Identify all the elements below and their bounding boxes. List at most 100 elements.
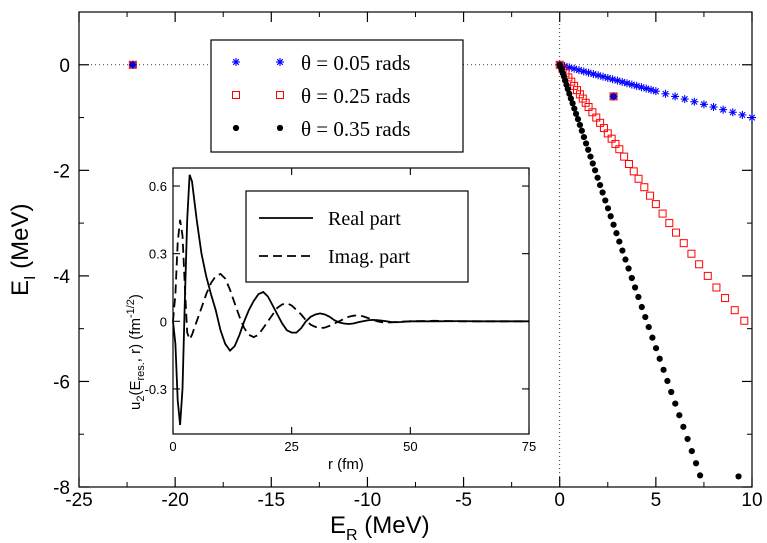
data-point (703, 271, 712, 280)
data-point (680, 423, 687, 430)
main-series (128, 60, 756, 480)
main-legend-box (210, 39, 464, 153)
data-point (660, 366, 667, 373)
inset-x-tick-label: 25 (284, 439, 298, 454)
y-tick-label: -8 (53, 478, 70, 499)
data-point (652, 345, 660, 352)
legend-marker (232, 58, 240, 66)
data-point (569, 100, 576, 107)
data-point (629, 167, 638, 176)
data-point (740, 316, 749, 325)
x-tick-label: 5 (651, 490, 662, 511)
data-point (721, 294, 730, 303)
x-tick-label: -20 (161, 490, 188, 511)
inset-y-tick-labels: -0.3 0 0.3 0.6 (145, 179, 167, 397)
data-point (564, 85, 571, 93)
data-point (591, 167, 599, 174)
inset-y-tick-label: 0.6 (149, 179, 167, 194)
data-point (730, 306, 739, 315)
data-point (587, 153, 594, 160)
data-point (573, 86, 582, 95)
x-tick-label: -15 (258, 490, 285, 511)
data-point (566, 90, 573, 97)
data-point (642, 313, 649, 321)
inset-legend: Real part Imag. part (259, 208, 411, 268)
inset-x-tick-labels: 0 25 50 75 (169, 439, 536, 454)
data-point (604, 205, 612, 212)
y-tick-label: -2 (53, 161, 70, 182)
main-y-tick-labels: -8 -6 -4 -2 0 (53, 56, 70, 499)
data-point (599, 189, 606, 196)
main-ticks (78, 12, 753, 488)
data-point (688, 448, 695, 455)
inset-legend-item: Real part (259, 208, 401, 230)
data-point (640, 183, 649, 192)
legend-item: θ = 0.05 rads (232, 51, 410, 75)
inset-y-axis-title: u2(Eres., r) (fm-1/2) (125, 294, 147, 410)
data-point (684, 435, 691, 443)
data-point (625, 265, 632, 272)
data-point (728, 108, 737, 117)
data-point (738, 110, 747, 119)
legend-marker (276, 58, 284, 66)
legend-marker (232, 91, 240, 99)
data-point (696, 472, 704, 479)
x-tick-label: 0 (554, 490, 565, 511)
data-point (651, 87, 660, 96)
data-point (589, 160, 596, 167)
inset-x-tick-label: 50 (403, 439, 417, 454)
data-point (594, 174, 601, 181)
x-axis-title: ER (MeV) (330, 512, 430, 543)
x-tick-label: -25 (65, 490, 92, 511)
data-point (709, 103, 718, 111)
inset-x-axis-title: r (fm) (328, 456, 364, 473)
data-point (624, 160, 633, 168)
data-point (672, 228, 681, 237)
x-tick-label: -5 (455, 490, 472, 511)
data-point (645, 323, 652, 331)
data-point (664, 377, 671, 385)
data-point (572, 110, 580, 117)
inset-y-tick-label: -0.3 (145, 382, 167, 397)
series-1 (555, 60, 756, 122)
legend-item: θ = 0.25 rads (232, 84, 410, 108)
inset-x-tick-label: 0 (169, 439, 176, 454)
resonance-marker (609, 92, 618, 101)
data-point (649, 334, 656, 341)
data-point (651, 200, 660, 209)
y-tick-label: 0 (59, 56, 70, 77)
data-point (661, 89, 670, 98)
resonance-star (609, 92, 618, 101)
data-point (656, 355, 663, 362)
data-point (712, 283, 721, 292)
data-point (735, 473, 742, 480)
series-2 (555, 60, 749, 325)
data-point (616, 238, 623, 245)
data-point (668, 388, 675, 396)
inset-series (172, 174, 529, 426)
y-tick-label: -4 (53, 267, 70, 288)
inset-line-imag (172, 219, 529, 342)
data-point (578, 94, 587, 103)
data-point (748, 113, 756, 122)
inset-chart: 0 25 50 75 -0.3 0 0.3 0.6 r (fm) u2(Eres., r) … (125, 167, 536, 473)
inset-legend-item: Imag. part (259, 246, 411, 268)
main-x-tick-labels: -25 -20 -15 -10 -5 0 5 10 (65, 490, 762, 511)
data-point (672, 400, 679, 407)
data-point (628, 274, 635, 282)
series-3 (556, 61, 742, 480)
inset-x-tick-label: 75 (522, 439, 536, 454)
main-legend: θ = 0.05 rads θ = 0.25 rads θ = 0.35 rads (210, 39, 464, 153)
legend-item: θ = 0.35 rads (232, 117, 410, 141)
data-point (635, 293, 642, 301)
inset-y-tick-label: 0.3 (149, 247, 167, 262)
data-point (631, 284, 639, 291)
data-point (578, 127, 585, 134)
data-point (610, 221, 617, 228)
inset-y-tick-label: 0 (160, 314, 167, 329)
data-point (575, 90, 584, 99)
data-point (581, 98, 590, 107)
data-point (571, 105, 578, 112)
data-point (680, 95, 689, 104)
